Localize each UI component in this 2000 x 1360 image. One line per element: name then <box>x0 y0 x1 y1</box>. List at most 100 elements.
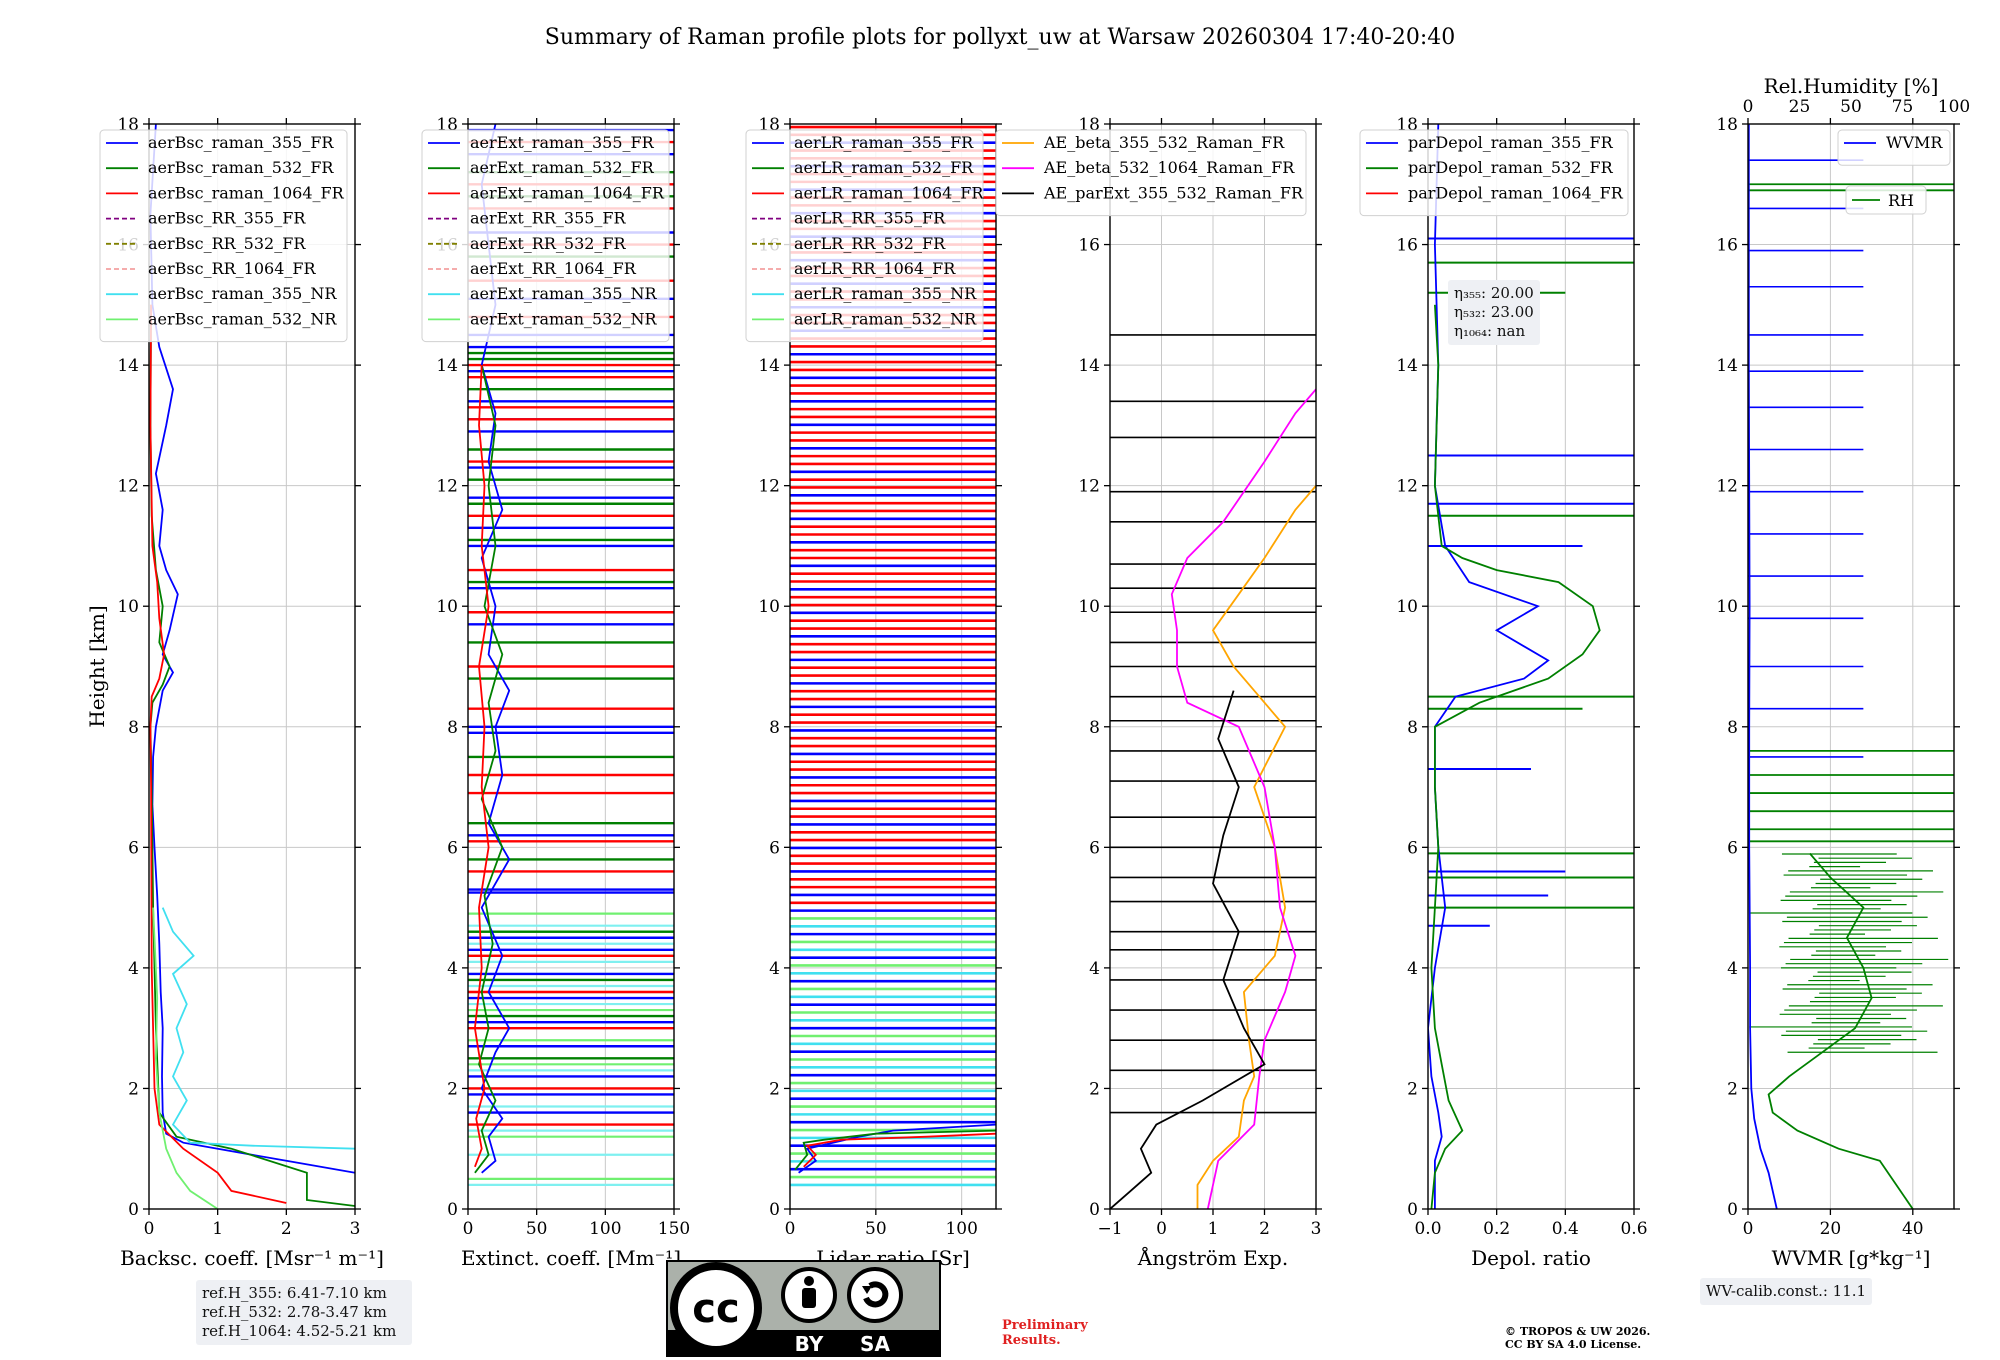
x-axis-label: Extinct. coeff. [Mm⁻¹] <box>461 1246 681 1270</box>
y-tick-label: 12 <box>1078 477 1100 497</box>
top-axis-label: Rel.Humidity [%] <box>1764 74 1939 98</box>
legend-label: aerLR_RR_532_FR <box>794 234 946 253</box>
x-tick-label: 100 <box>589 1219 621 1239</box>
series-line-aerLR_raman_1064_FR <box>803 1132 996 1168</box>
series-line-aerLR_raman_355_FR <box>798 1123 996 1174</box>
y-tick-label: 6 <box>1089 838 1100 858</box>
panels: 0123024681012141618Backsc. coeff. [Msr⁻¹… <box>85 74 1970 1270</box>
eta-box: η₃₅₅: 20.00 η₅₃₂: 23.00 η₁₀₆₄: nan <box>1448 280 1540 345</box>
plot-area-angstrom <box>1110 334 1316 1209</box>
y-tick-label: 2 <box>1089 1079 1100 1099</box>
legend-label: AE_beta_532_1064_Raman_FR <box>1043 158 1295 177</box>
series-line-aerBsc_raman_532_FR <box>149 304 355 1207</box>
legend-backscatter: aerBsc_raman_355_FR aerBsc_raman_532_FRae… <box>99 129 348 343</box>
x-tick-label: 3 <box>350 1219 361 1239</box>
x-tick-label: 100 <box>945 1219 977 1239</box>
chart-panel-wvmr: 0 20 40 0 2 4 6 8 10 12 14 16 18 WVMR [g*kg⁻¹] 0 25 50 75… <box>1716 74 1970 1270</box>
copyright-note: © TROPOS & UW 2026. CC BY SA 4.0 License… <box>1505 1325 1650 1351</box>
y-tick-label: 16 <box>1078 236 1100 256</box>
y-tick-label: 0 <box>447 1200 458 1220</box>
legend-frame <box>1837 129 1951 166</box>
plot-area-backscatter <box>149 124 355 1209</box>
legend-frame <box>99 129 348 343</box>
legend-frame <box>421 129 670 343</box>
y-tick-label: 2 <box>1407 1079 1418 1099</box>
preliminary-line-1: Preliminary <box>1002 1318 1088 1333</box>
y-tick-label: 6 <box>1727 838 1738 858</box>
legend-label: aerBsc_RR_355_FR <box>148 209 306 228</box>
y-tick-label: 16 <box>1716 236 1738 256</box>
y-tick-label: 12 <box>758 477 780 497</box>
x-tick-label: 0 <box>144 1219 155 1239</box>
chart-panel-extinction: 050100150024681012141618Extinct. coeff. … <box>421 115 690 1270</box>
legend-label: aerLR_RR_1064_FR <box>794 259 956 278</box>
x-tick-label: 20 <box>1820 1219 1842 1239</box>
x-tick-label: −1 <box>1097 1219 1122 1239</box>
series-line-RH <box>1767 852 1914 1209</box>
y-tick-label: 6 <box>1407 838 1418 858</box>
top-x-tick-label: 25 <box>1789 97 1811 117</box>
ref-height-355: ref.H_355: 6.41-7.10 km <box>202 1284 387 1302</box>
x-axis-label: Depol. ratio <box>1471 1246 1591 1270</box>
legend-label: aerBsc_RR_532_FR <box>148 234 306 253</box>
y-tick-label: 18 <box>1716 115 1738 135</box>
x-tick-label: 0 <box>1743 1219 1754 1239</box>
legend-label: aerLR_RR_355_FR <box>794 209 946 228</box>
legend-frame <box>1359 129 1629 217</box>
axes-frame <box>789 123 997 1210</box>
y-tick-label: 10 <box>1078 597 1100 617</box>
plot-area-depol <box>1428 124 1634 1209</box>
series-line-parDepol_raman_532_FR <box>1430 304 1601 1209</box>
legend-label: parDepol_raman_532_FR <box>1408 158 1614 177</box>
top-x-tick-label: 0 <box>1743 97 1754 117</box>
series-line-aerBsc_raman_1064_FR <box>149 304 287 1204</box>
axes-frame <box>1427 123 1635 1210</box>
plot-area-wvmr <box>1748 124 1954 1209</box>
figure-title: Summary of Raman profile plots for polly… <box>545 25 1455 50</box>
y-tick-label: 12 <box>436 477 458 497</box>
y-tick-label: 2 <box>1727 1079 1738 1099</box>
eta-355: η₃₅₅: 20.00 <box>1454 284 1534 302</box>
y-tick-label: 4 <box>1727 959 1738 979</box>
top-x-tick-label: 100 <box>1938 97 1970 117</box>
legend-label: aerLR_raman_355_NR <box>794 284 977 303</box>
legend-label: aerExt_raman_355_FR <box>470 133 655 152</box>
legend-label: WVMR <box>1886 133 1943 152</box>
y-tick-label: 2 <box>128 1079 139 1099</box>
x-tick-label: 3 <box>1311 1219 1322 1239</box>
y-tick-label: 0 <box>769 1200 780 1220</box>
top-x-tick-label: 75 <box>1892 97 1914 117</box>
y-tick-label: 8 <box>128 718 139 738</box>
legend-label: AE_parExt_355_532_Raman_FR <box>1043 183 1304 202</box>
legend-lidar_ratio: aerLR_raman_355_FR aerLR_raman_532_FR aerL… <box>745 129 984 343</box>
y-tick-label: 12 <box>1716 477 1738 497</box>
legend-label: aerExt_RR_355_FR <box>470 209 627 228</box>
chart-panel-lidar_ratio: 050100024681012141618Lidar ratio [Sr]aer… <box>745 115 1002 1270</box>
legend-label: aerExt_RR_1064_FR <box>470 259 637 278</box>
top-x-tick-label: 50 <box>1840 97 1862 117</box>
y-tick-label: 16 <box>1396 236 1418 256</box>
y-tick-label: 4 <box>1407 959 1418 979</box>
legend-frame <box>745 129 984 343</box>
chart-panel-backscatter: 0123024681012141618Backsc. coeff. [Msr⁻¹… <box>85 115 384 1270</box>
copyright-line-2: CC BY SA 4.0 License. <box>1505 1338 1642 1351</box>
preliminary-line-2: Results. <box>1002 1333 1061 1348</box>
legend-label: AE_beta_355_532_Raman_FR <box>1043 133 1285 152</box>
wv-calib-box: WV-calib.const.: 11.1 <box>1700 1278 1873 1305</box>
x-tick-label: 1 <box>212 1219 223 1239</box>
y-tick-label: 8 <box>447 718 458 738</box>
y-tick-label: 4 <box>769 959 780 979</box>
legend-label: aerBsc_raman_1064_FR <box>148 183 345 202</box>
y-tick-label: 10 <box>1396 597 1418 617</box>
y-tick-label: 12 <box>117 477 139 497</box>
series-line-aerExt_raman_1064_FR <box>473 365 490 1168</box>
wv-calib-text: WV-calib.const.: 11.1 <box>1706 1282 1867 1300</box>
legend-label: aerBsc_raman_532_NR <box>148 309 337 328</box>
legend-label: aerExt_raman_532_NR <box>470 309 658 328</box>
ref-heights-box: ref.H_355: 6.41-7.10 km ref.H_532: 2.78-… <box>196 1280 412 1345</box>
y-tick-label: 14 <box>117 356 139 376</box>
series-line-aerBsc_raman_532_NR <box>152 907 219 1209</box>
y-tick-label: 0 <box>1727 1200 1738 1220</box>
y-tick-label: 4 <box>447 959 458 979</box>
